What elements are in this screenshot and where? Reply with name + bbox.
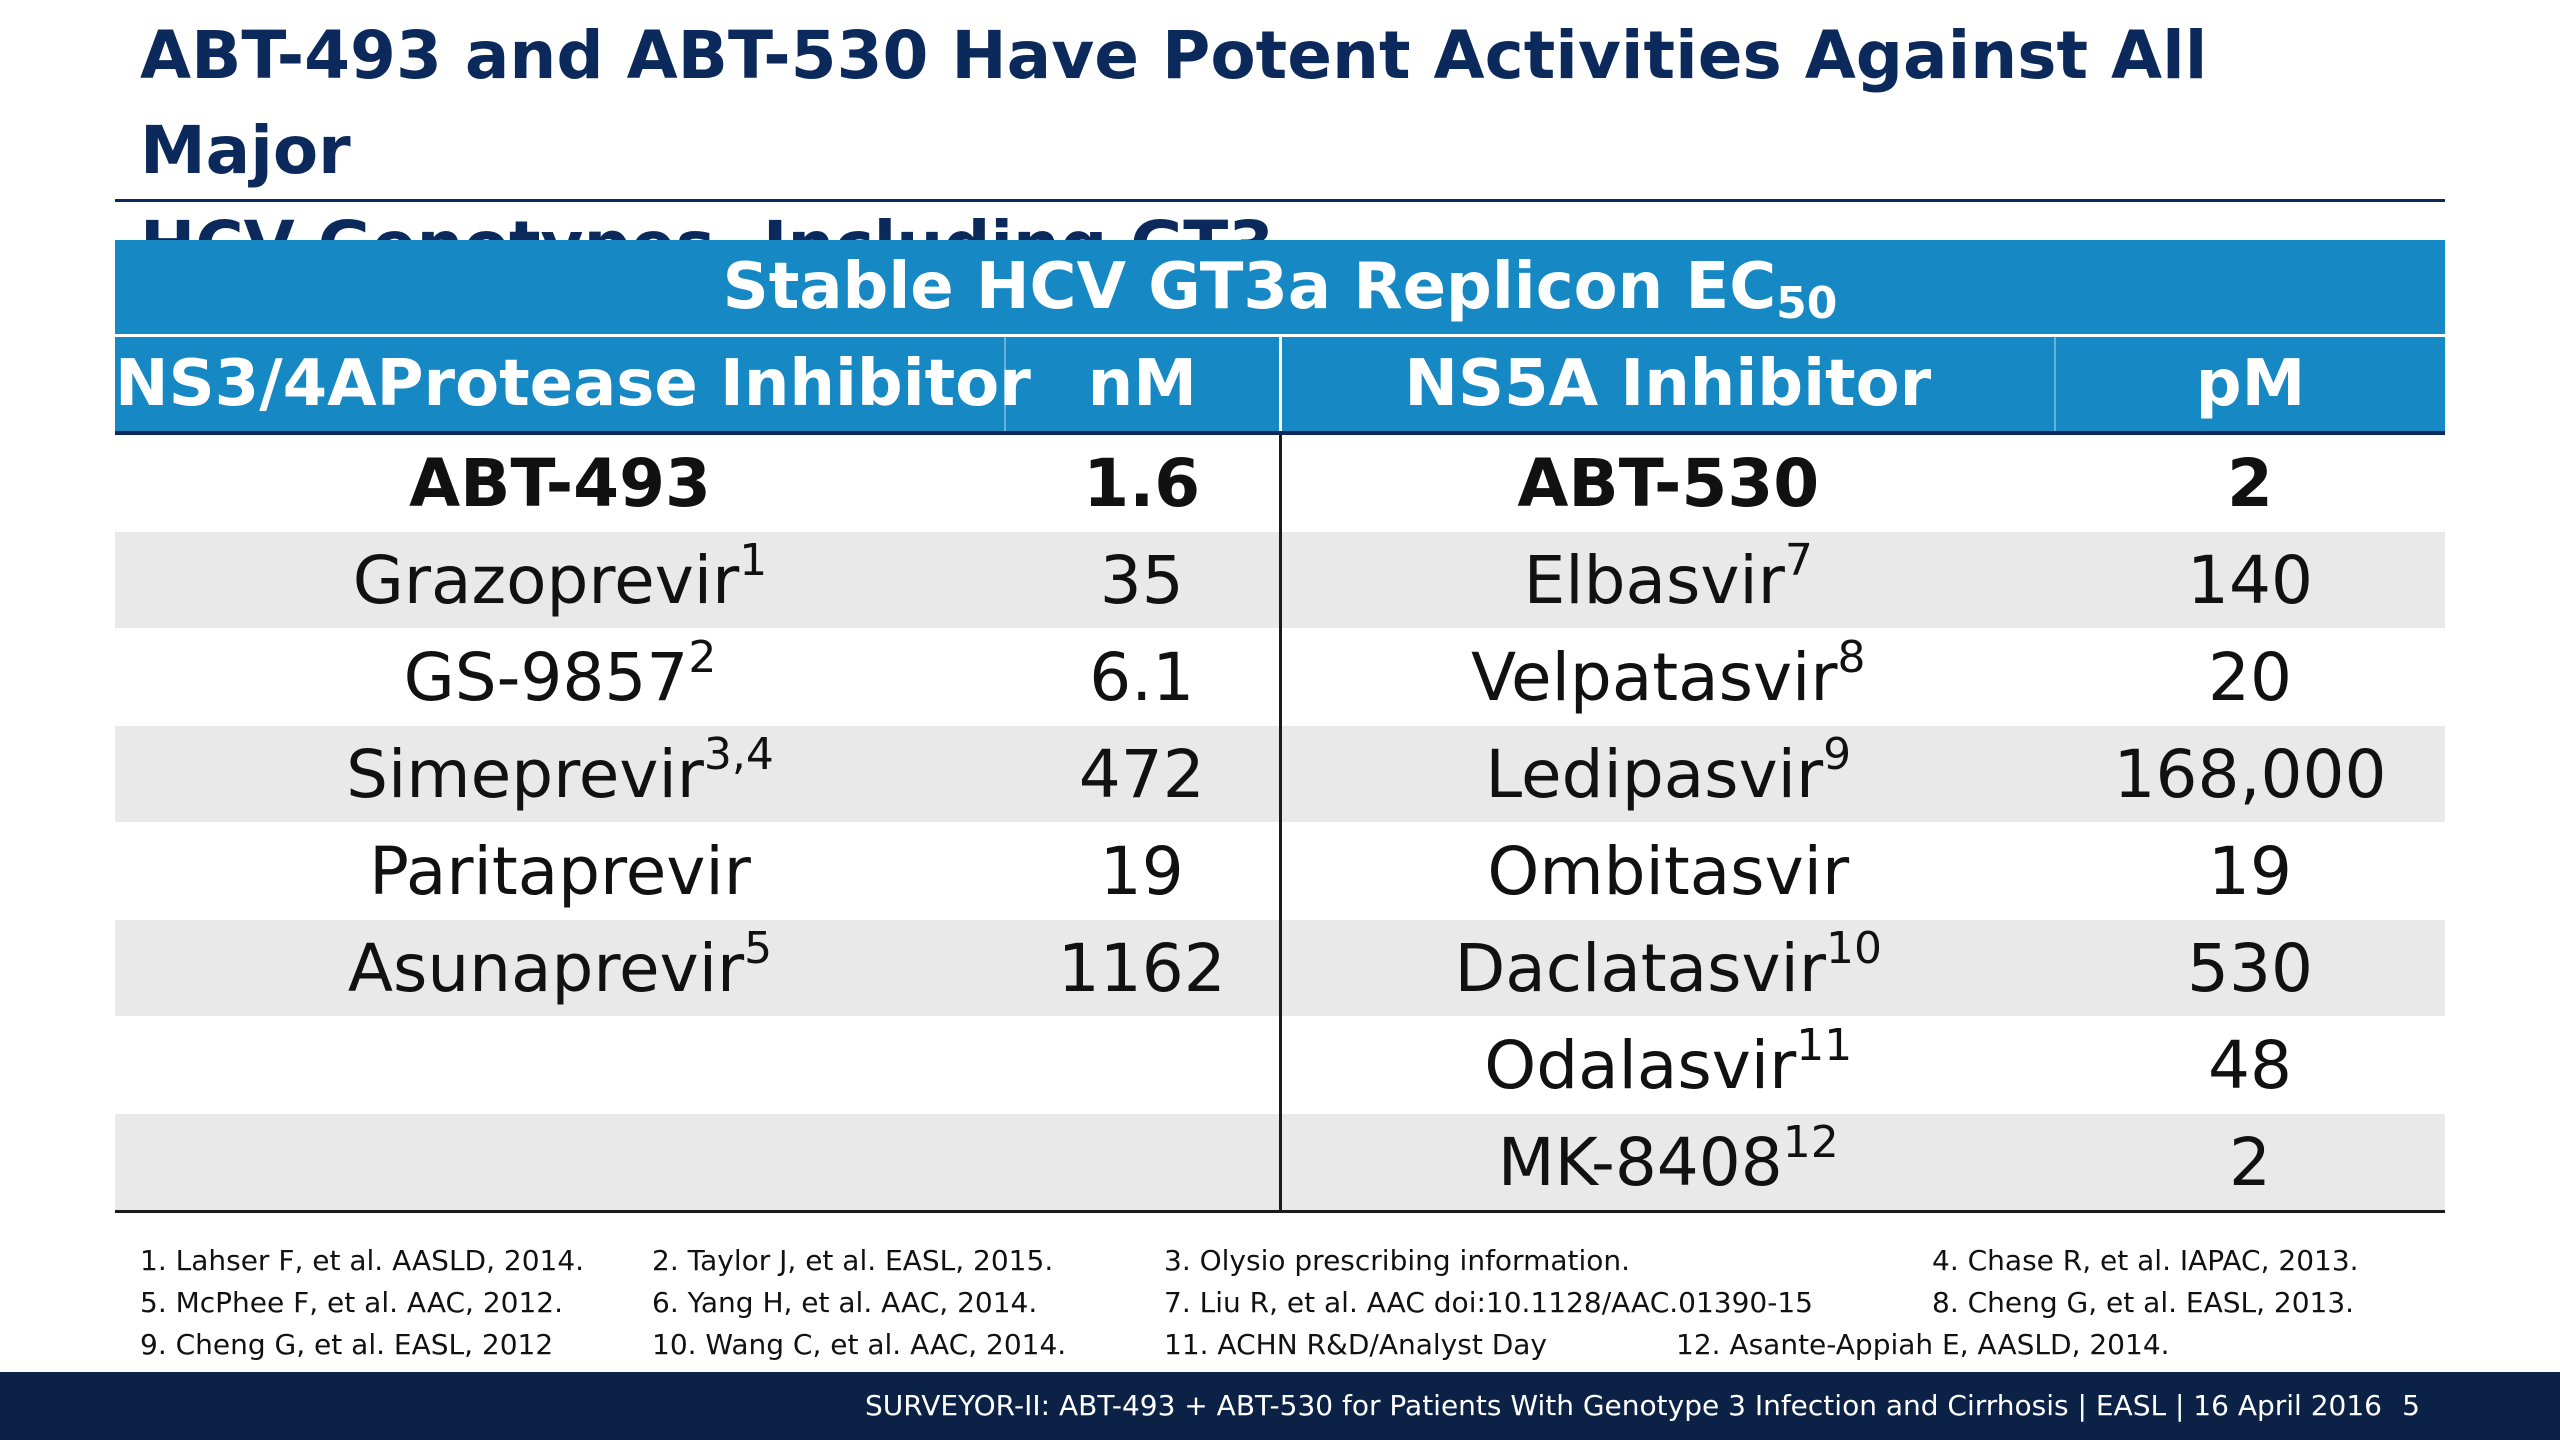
table-row: Grazoprevir1 35 Elbasvir7 140 — [115, 531, 2446, 629]
pm-value: 2 — [2055, 433, 2446, 532]
reference-superscript: 8 — [1837, 631, 1866, 683]
replicon-ec50-table: Stable HCV GT3a Replicon EC50 NS3/4AProt… — [115, 240, 2446, 1213]
protease-inhibitor-name: Grazoprevir — [352, 541, 740, 619]
reference-item: 10. Wang C, et al. AAC, 2014. — [652, 1328, 1067, 1361]
ns5a-inhibitor-name: ABT-530 — [1517, 444, 1820, 522]
nm-value: 6.1 — [1005, 628, 1282, 726]
ns5a-inhibitor-name: Daclatasvir — [1454, 929, 1827, 1007]
table-row: MK-840812 2 — [115, 1113, 2446, 1213]
ns5a-inhibitor-cell: ABT-530 — [1280, 433, 2055, 532]
table-row: Simeprevir3,4 472 Ledipasvir9 168,000 — [115, 725, 2446, 823]
protease-inhibitor-name: GS-9857 — [403, 638, 689, 716]
reference-item: 4. Chase R, et al. IAPAC, 2013. — [1932, 1244, 2359, 1277]
reference-superscript: 7 — [1784, 534, 1813, 586]
table-row: Odalasvir11 48 — [115, 1016, 2446, 1114]
footer-bar: SURVEYOR-II: ABT-493 + ABT-530 for Patie… — [0, 1372, 2560, 1440]
reference-item: 1. Lahser F, et al. AASLD, 2014. — [140, 1244, 585, 1277]
protease-inhibitor-cell: GS-98572 — [115, 628, 1005, 726]
reference-superscript: 10 — [1826, 922, 1883, 974]
protease-inhibitor-cell — [115, 1016, 1005, 1114]
reference-item: 9. Cheng G, et al. EASL, 2012 — [140, 1328, 554, 1361]
reference-superscript: 11 — [1796, 1019, 1853, 1071]
reference-superscript: 5 — [744, 922, 773, 974]
header-nm: nM — [1004, 335, 1282, 435]
protease-inhibitor-cell: Simeprevir3,4 — [115, 725, 1005, 823]
ns5a-inhibitor-cell: Elbasvir7 — [1280, 531, 2055, 629]
reference-item: 5. McPhee F, et al. AAC, 2012. — [140, 1286, 564, 1319]
reference-item: 8. Cheng G, et al. EASL, 2013. — [1932, 1286, 2355, 1319]
reference-item: 11. ACHN R&D/Analyst Day — [1164, 1328, 1547, 1361]
header-ns5a-inhibitor: NS5A Inhibitor — [1280, 335, 2055, 435]
pm-value: 530 — [2055, 919, 2446, 1017]
nm-value: 19 — [1005, 822, 1282, 920]
table-caption-subscript: 50 — [1776, 278, 1838, 329]
pm-value: 20 — [2055, 628, 2446, 726]
pm-value: 48 — [2055, 1016, 2446, 1114]
ns5a-inhibitor-name: Odalasvir — [1484, 1026, 1797, 1104]
reference-item: 7. Liu R, et al. AAC doi:10.1128/AAC.013… — [1164, 1286, 1813, 1319]
reference-superscript: 9 — [1823, 728, 1852, 780]
pm-value: 168,000 — [2055, 725, 2446, 823]
ns5a-inhibitor-name: Ledipasvir — [1485, 735, 1824, 813]
nm-value — [1005, 1016, 1282, 1114]
ns5a-inhibitor-cell: Odalasvir11 — [1280, 1016, 2055, 1114]
page-number: 5 — [2402, 1389, 2420, 1422]
pm-value: 19 — [2055, 822, 2446, 920]
table-row: GS-98572 6.1 Velpatasvir8 20 — [115, 628, 2446, 726]
nm-value: 1162 — [1005, 919, 1282, 1017]
reference-item: 6. Yang H, et al. AAC, 2014. — [652, 1286, 1038, 1319]
protease-inhibitor-name: Asunaprevir — [347, 929, 745, 1007]
ns5a-inhibitor-name: MK-8408 — [1497, 1123, 1783, 1201]
reference-item: 2. Taylor J, et al. EASL, 2015. — [652, 1244, 1054, 1277]
table-caption: Stable HCV GT3a Replicon EC50 — [115, 240, 2446, 337]
reference-superscript: 2 — [688, 631, 717, 683]
protease-inhibitor-cell: Asunaprevir5 — [115, 919, 1005, 1017]
ns5a-inhibitor-name: Ombitasvir — [1487, 832, 1850, 910]
title-divider — [115, 199, 2445, 202]
ns5a-inhibitor-cell: Ombitasvir — [1280, 822, 2055, 920]
reference-superscript: 12 — [1782, 1116, 1839, 1168]
footer-text: SURVEYOR-II: ABT-493 + ABT-530 for Patie… — [865, 1389, 2382, 1422]
protease-inhibitor-cell: ABT-493 — [115, 433, 1005, 532]
ns5a-inhibitor-name: Velpatasvir — [1470, 638, 1838, 716]
protease-inhibitor-name: Paritaprevir — [369, 832, 751, 910]
ns5a-inhibitor-cell: Daclatasvir10 — [1280, 919, 2055, 1017]
protease-inhibitor-name: ABT-493 — [409, 444, 711, 522]
table-row: Asunaprevir5 1162 Daclatasvir10 530 — [115, 919, 2446, 1017]
table-row: ABT-493 1.6 ABT-530 2 — [115, 433, 2446, 532]
reference-superscript: 3,4 — [703, 728, 774, 780]
nm-value: 35 — [1005, 531, 1282, 629]
nm-value: 472 — [1005, 725, 1282, 823]
header-ns3-4a-protease-inhibitor: NS3/4AProtease Inhibitor — [115, 335, 1031, 435]
header-pm: pM — [2053, 335, 2446, 435]
reference-superscript: 1 — [739, 534, 768, 586]
reference-item: 3. Olysio prescribing information. — [1164, 1244, 1631, 1277]
nm-value — [1005, 1113, 1282, 1213]
ns5a-inhibitor-name: Elbasvir — [1523, 541, 1785, 619]
pm-value: 2 — [2055, 1113, 2446, 1213]
ns5a-inhibitor-cell: MK-840812 — [1280, 1113, 2055, 1213]
ns5a-inhibitor-cell: Velpatasvir8 — [1280, 628, 2055, 726]
ns5a-inhibitor-cell: Ledipasvir9 — [1280, 725, 2055, 823]
pm-value: 140 — [2055, 531, 2446, 629]
protease-inhibitor-cell: Grazoprevir1 — [115, 531, 1005, 629]
protease-inhibitor-name: Simeprevir — [346, 735, 704, 813]
nm-value: 1.6 — [1005, 433, 1282, 532]
table-caption-text: Stable HCV GT3a Replicon EC — [722, 250, 1777, 324]
table-caption-row: Stable HCV GT3a Replicon EC50 — [115, 240, 2446, 337]
reference-item: 12. Asante-Appiah E, AASLD, 2014. — [1676, 1328, 2170, 1361]
protease-inhibitor-cell: Paritaprevir — [115, 822, 1005, 920]
title-line-1: ABT-493 and ABT-530 Have Potent Activiti… — [140, 17, 2208, 189]
table-row: Paritaprevir 19 Ombitasvir 19 — [115, 822, 2446, 920]
table-header-row: NS3/4AProtease Inhibitor nM NS5A Inhibit… — [115, 335, 2446, 435]
protease-inhibitor-cell — [115, 1113, 1005, 1213]
